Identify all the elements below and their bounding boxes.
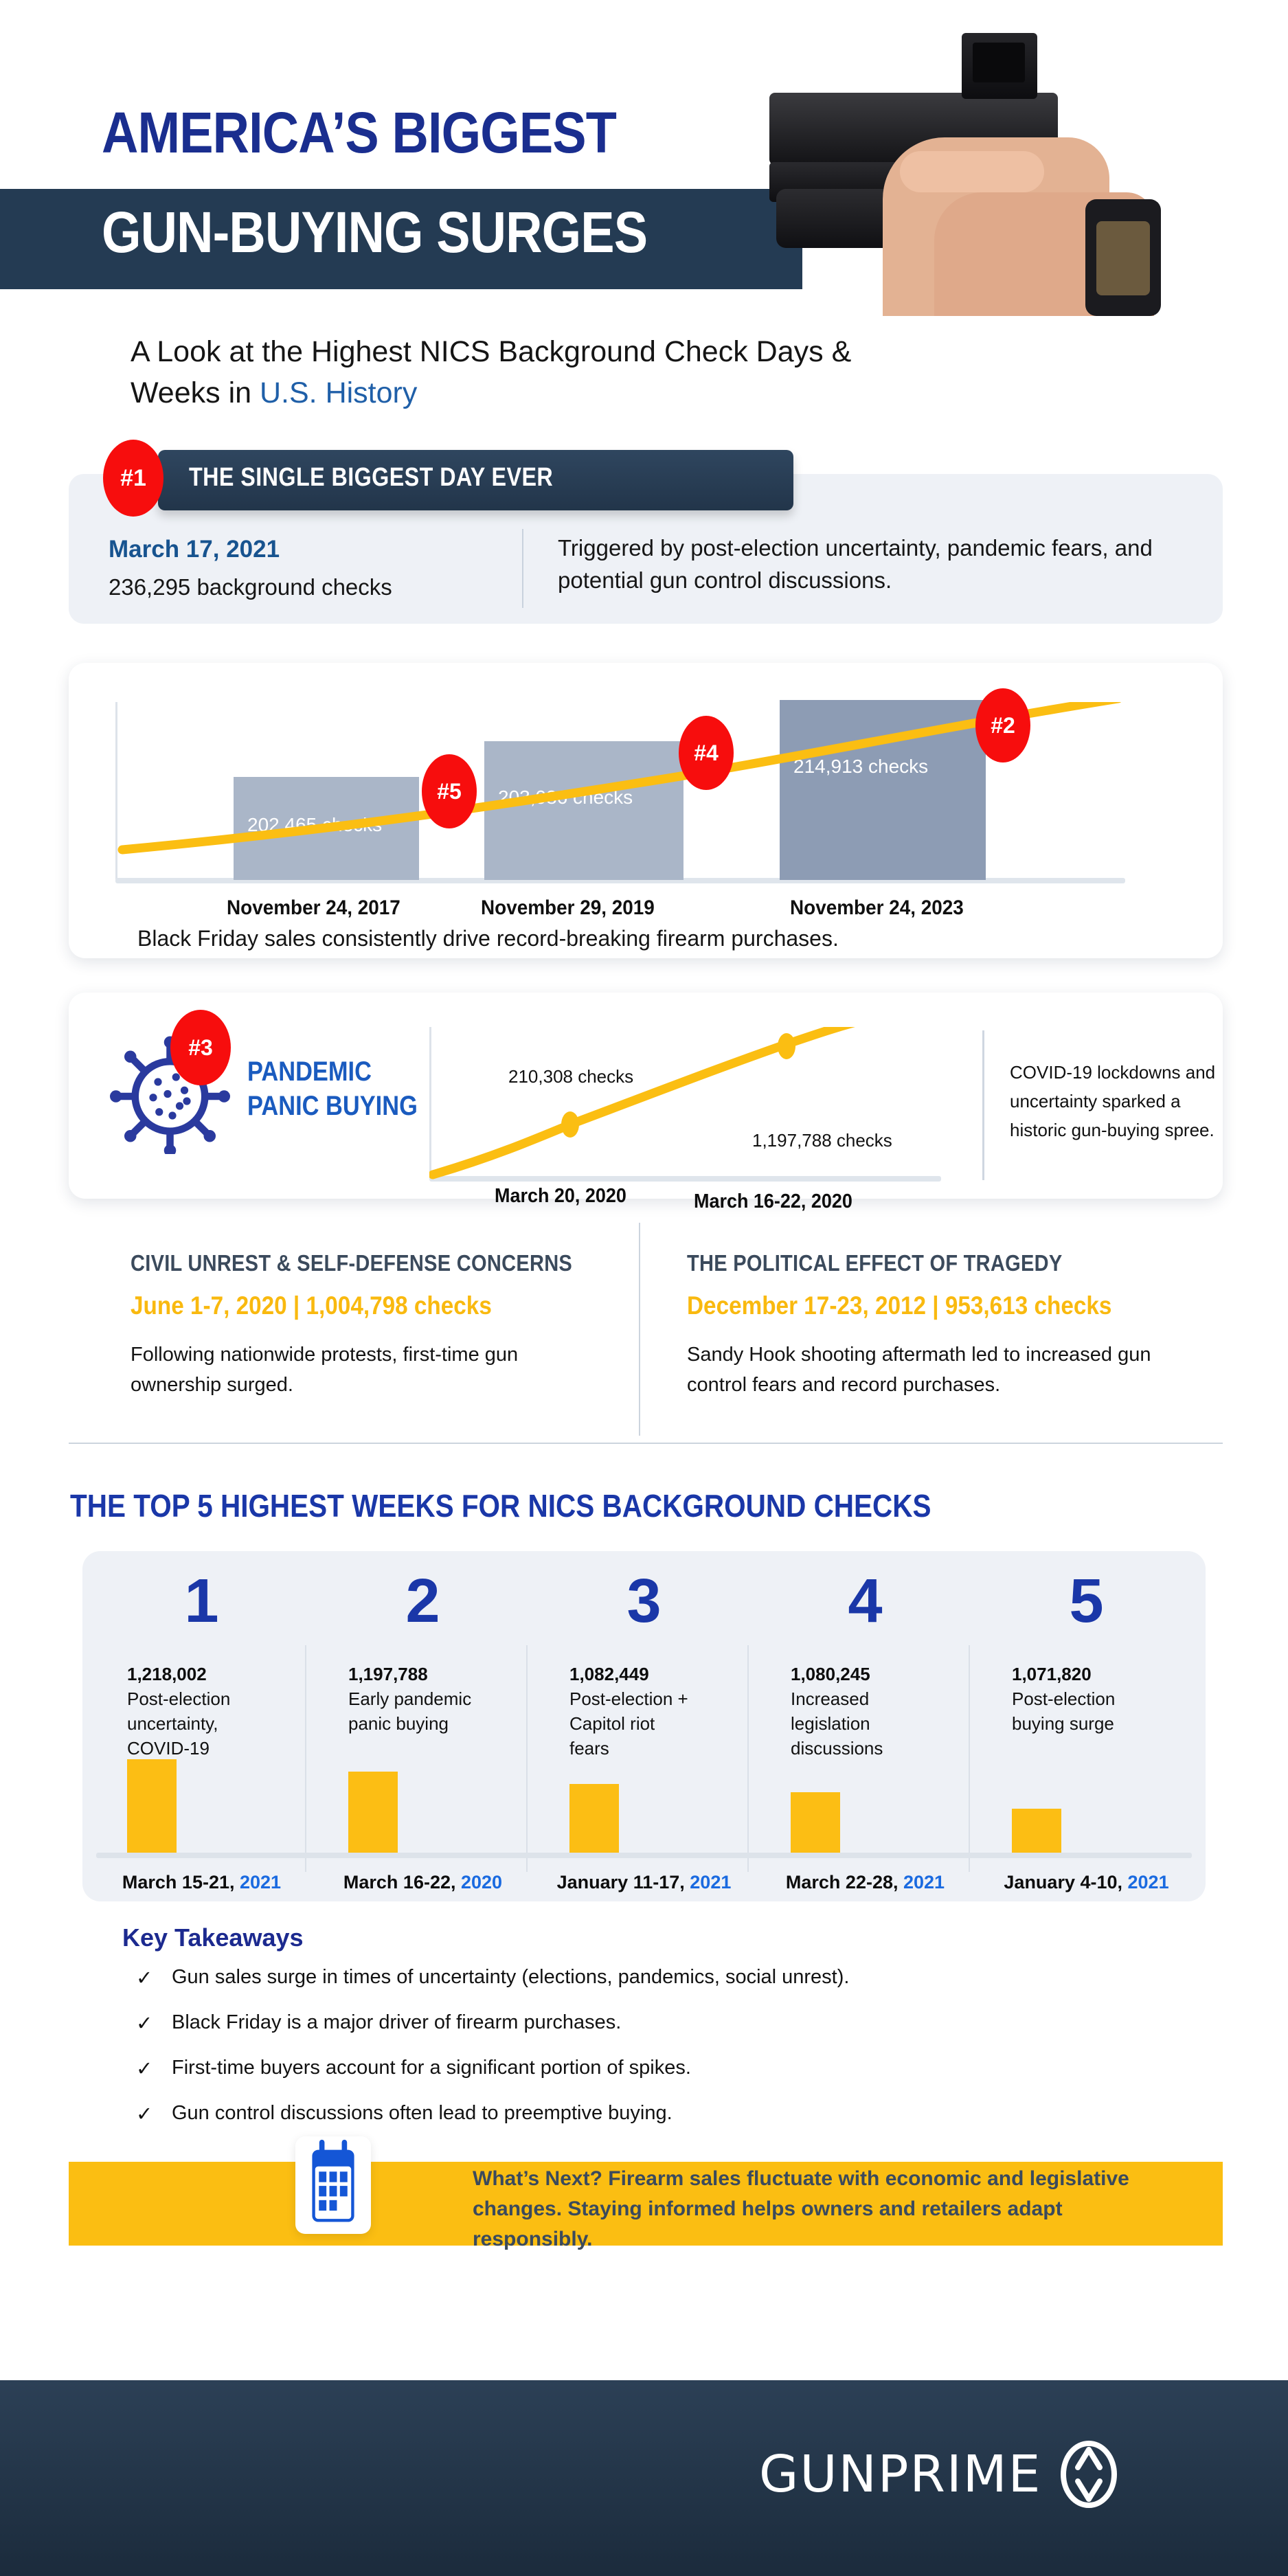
biggest-day-date: March 17, 2021	[109, 536, 280, 563]
biggest-day-ribbon: THE SINGLE BIGGEST DAY EVER	[158, 450, 793, 510]
top5-value: 1,218,002	[127, 1664, 207, 1684]
top5-rank-number: 3	[626, 1567, 662, 1636]
top5-rank-number: 2	[405, 1567, 440, 1636]
calendar-icon-box	[295, 2136, 371, 2234]
col1-body: Following nationwide protests, first-tim…	[131, 1344, 519, 1396]
pandemic-title-line2: PANIC BUYING	[247, 1091, 418, 1121]
top5-description: Early pandemic panic buying	[348, 1688, 472, 1734]
bf-date-label: November 24, 2017	[227, 896, 400, 919]
pandemic-title-line1: PANDEMIC	[247, 1057, 372, 1087]
bf-bar	[780, 700, 986, 880]
bf-date-label: November 29, 2019	[481, 896, 655, 919]
top5-column-divider	[969, 1645, 970, 1872]
page-title-line1: AMERICA’S BIGGEST	[102, 100, 617, 165]
rank-badge-2: #2	[975, 688, 1030, 762]
takeaway-item: Gun control discussions often lead to pr…	[172, 2102, 673, 2124]
whats-next-text: What’s Next? Firearm sales fluctuate wit…	[473, 2167, 1129, 2250]
pandemic-divider	[982, 1030, 984, 1180]
top5-date-label: March 16-22, 2020	[343, 1872, 503, 1893]
top5-date-label: March 22-28, 2021	[785, 1872, 945, 1893]
top5-bar	[569, 1784, 619, 1853]
section-rule	[69, 1443, 1223, 1444]
subtitle-text: A Look at the Highest NICS Background Ch…	[131, 335, 852, 409]
top5-rank-number: 1	[184, 1567, 219, 1636]
top5-bar	[1012, 1809, 1061, 1853]
pandemic-line-chart	[429, 1027, 855, 1179]
top5-value: 1,197,788	[348, 1664, 428, 1684]
top5-description: Post-election + Capitol riot fears	[569, 1688, 688, 1759]
takeaway-item: First-time buyers account for a signific…	[172, 2057, 691, 2079]
pandemic-week-value: 1,197,788 checks	[752, 1130, 892, 1151]
ribbon-label: THE SINGLE BIGGEST DAY EVER	[189, 463, 554, 492]
pandemic-note: COVID-19 lockdowns and uncertainty spark…	[1010, 1062, 1216, 1140]
top5-column-divider	[526, 1645, 528, 1872]
pandemic-day-value: 210,308 checks	[508, 1066, 634, 1087]
takeaway-item: Gun sales surge in times of uncertainty …	[172, 1966, 850, 1988]
col2-title: THE POLITICAL EFFECT OF TRAGEDY	[687, 1250, 1063, 1276]
top5-bar	[791, 1792, 840, 1853]
pandemic-title: PANDEMIC PANIC BUYING	[247, 1054, 418, 1123]
top5-bar	[127, 1759, 177, 1853]
biggest-day-note: Triggered by post-election uncertainty, …	[558, 535, 1153, 593]
bf-bar	[484, 741, 683, 880]
handgun-hero-photo	[728, 27, 1288, 316]
top5-rank-number: 5	[1069, 1567, 1104, 1636]
pd-x-axis	[429, 1176, 941, 1182]
top5-description: Post-election uncertainty, COVID-19	[127, 1688, 231, 1759]
col2-body: Sandy Hook shooting aftermath led to inc…	[687, 1344, 1151, 1396]
top5-rank-number: 4	[848, 1567, 883, 1636]
header-navy-band	[0, 189, 802, 289]
check-icon: ✓	[136, 1967, 153, 1989]
col1-stat: June 1-7, 2020 | 1,004,798 checks	[131, 1291, 492, 1320]
top5-date-label: January 11-17, 2021	[556, 1872, 732, 1893]
rank-badge-3: #3	[170, 1010, 231, 1085]
bf-x-axis	[115, 878, 1125, 883]
rank-badge-1: #1	[103, 440, 163, 517]
top5-baseline	[96, 1853, 1192, 1858]
top5-description: Increased legislation discussions	[791, 1688, 883, 1759]
bf-y-axis	[115, 702, 117, 879]
bf-bar-value: 214,913 checks	[793, 756, 929, 777]
bf-bar-value: 203,086 checks	[498, 787, 633, 808]
gunprime-logo[interactable]: GUNPRIME	[759, 2441, 1118, 2508]
page-title-line2: GUN-BUYING SURGES	[102, 200, 648, 264]
pandemic-day-date: March 20, 2020	[495, 1185, 626, 1207]
rank-badge-5: #5	[422, 754, 477, 828]
takeaways-title: Key Takeaways	[122, 1923, 304, 1952]
pd-y-axis	[429, 1027, 431, 1179]
top5-value: 1,071,820	[1012, 1664, 1092, 1684]
crosshair-icon	[1061, 2441, 1118, 2508]
check-icon: ✓	[136, 2013, 153, 2035]
pandemic-week-date: March 16-22, 2020	[694, 1190, 852, 1212]
takeaway-item: Black Friday is a major driver of firear…	[172, 2011, 622, 2033]
bf-bar-value: 202,465 checks	[247, 814, 383, 835]
top5-column-divider	[747, 1645, 749, 1872]
whats-next-banner	[69, 2162, 1223, 2246]
check-icon: ✓	[136, 2058, 153, 2080]
black-friday-note: Black Friday sales consistently drive re…	[137, 926, 839, 951]
col1-title: CIVIL UNREST & SELF-DEFENSE CONCERNS	[131, 1250, 573, 1276]
top5-title: THE TOP 5 HIGHEST WEEKS FOR NICS BACKGRO…	[70, 1488, 931, 1524]
subtitle-highlight: U.S. History	[260, 376, 418, 409]
top5-value: 1,082,449	[569, 1664, 649, 1684]
rank-badge-4: #4	[679, 716, 734, 790]
top5-date-label: January 4-10, 2021	[1004, 1872, 1169, 1893]
two-column-divider	[639, 1223, 640, 1436]
calendar-icon	[312, 2139, 354, 2222]
top5-bar	[348, 1772, 398, 1853]
top5-column-divider	[305, 1645, 306, 1872]
top5-value: 1,080,245	[791, 1664, 870, 1684]
check-icon: ✓	[136, 2103, 153, 2125]
biggest-day-count: 236,295 background checks	[109, 574, 392, 600]
footer-band	[0, 2380, 1288, 2576]
col2-stat: December 17-23, 2012 | 953,613 checks	[687, 1291, 1112, 1320]
top5-date-label: March 15-21, 2021	[122, 1872, 282, 1893]
top5-description: Post-election buying surge	[1012, 1688, 1116, 1734]
brand-text: GUNPRIME	[759, 2445, 1042, 2504]
section1-divider	[522, 529, 523, 608]
page-subtitle: A Look at the Highest NICS Background Ch…	[131, 331, 927, 414]
bf-date-label: November 24, 2023	[790, 896, 964, 919]
rifle-photo	[0, 2287, 756, 2576]
